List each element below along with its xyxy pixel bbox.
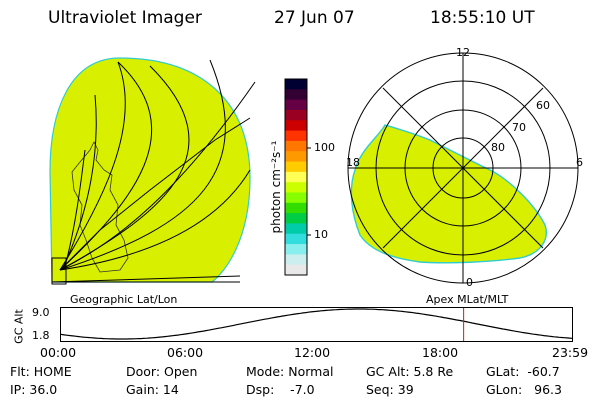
colorbar-band [285, 192, 307, 204]
altitude-plot [60, 307, 573, 342]
mode-field: Mode: Normal [246, 364, 334, 379]
gcalt-field: GC Alt: 5.8 Re [366, 364, 454, 379]
colorbar-band [285, 171, 307, 183]
mlat-label-60: 60 [536, 99, 550, 112]
app-title: Ultraviolet Imager [48, 8, 202, 28]
mlt-label-12: 12 [456, 46, 470, 59]
x-tick-1800: 18:00 [422, 345, 459, 360]
colorbar-tick-100: 100 [314, 141, 335, 154]
glat-field: GLat: -60.7 [486, 364, 560, 379]
colorbar-tick-10: 10 [314, 228, 328, 241]
colorbar-band [285, 79, 307, 90]
colorbar-band [285, 213, 307, 224]
glon-field: GLon: 96.3 [486, 382, 562, 397]
colorbar-band [285, 151, 307, 163]
polar-plot [347, 52, 579, 284]
x-tick-0000: 00:00 [40, 345, 77, 360]
colorbar-band [285, 182, 307, 193]
colorbar-band [285, 254, 307, 266]
x-tick-0600: 06:00 [167, 345, 204, 360]
colorbar-band [285, 202, 307, 214]
door-field: Door: Open [126, 364, 198, 379]
ip-field: IP: 36.0 [10, 382, 58, 397]
dsp-field: Dsp: -7.0 [246, 382, 315, 397]
date-label: 27 Jun 07 [274, 8, 355, 28]
colorbar-band [285, 223, 307, 235]
flt-field: Flt: HOME [10, 364, 72, 379]
colorbar-band [285, 99, 307, 111]
colorbar-band [285, 89, 307, 101]
colorbar-band [285, 161, 307, 173]
altitude-tick-low: 1.8 [32, 329, 50, 342]
mlt-label-0: 0 [466, 276, 473, 289]
mlat-label-70: 70 [512, 121, 526, 134]
colorbar-unit-label: photon cm⁻²s⁻¹ [269, 140, 283, 234]
colorbar-band [285, 109, 307, 121]
colorbar-band [285, 120, 307, 132]
x-tick-2359: 23:59 [552, 345, 589, 360]
seq-field: Seq: 39 [366, 382, 414, 397]
colorbar [284, 78, 311, 276]
gain-field: Gain: 14 [126, 382, 179, 397]
earth-disc [49, 57, 251, 283]
mlat-label-80: 80 [491, 141, 505, 154]
colorbar-band [285, 233, 307, 245]
colorbar-band [285, 264, 307, 276]
continent-outline [71, 141, 129, 273]
mlt-label-6: 6 [576, 156, 583, 169]
altitude-axis-label: GC Alt [12, 309, 26, 344]
apex-label: Apex MLat/MLT [426, 293, 509, 306]
colorbar-band [285, 244, 307, 255]
altitude-tick-high: 9.0 [32, 306, 50, 319]
x-tick-1200: 12:00 [294, 345, 331, 360]
mlt-label-18: 18 [346, 156, 360, 169]
altitude-curve [60, 308, 573, 340]
geographic-label: Geographic Lat/Lon [70, 293, 178, 306]
time-label: 18:55:10 UT [430, 8, 535, 28]
colorbar-band [285, 130, 307, 142]
colorbar-band [285, 140, 307, 152]
